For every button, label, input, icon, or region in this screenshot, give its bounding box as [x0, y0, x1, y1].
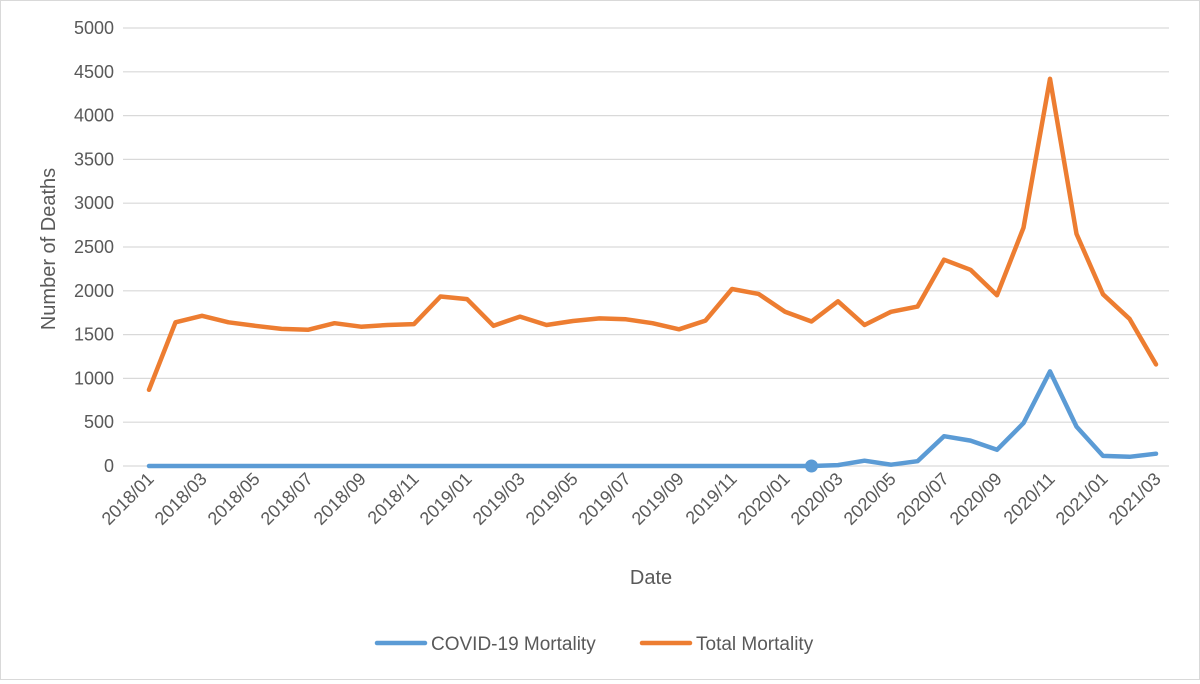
y-tick-label: 2000 [74, 281, 114, 301]
x-tick-label: 2020/05 [840, 469, 900, 529]
x-tick-label: 2019/09 [628, 469, 688, 529]
x-tick-label: 2020/07 [893, 469, 953, 529]
series-line-covid-19-mortality [146, 369, 1159, 469]
x-tick-label: 2020/01 [734, 469, 794, 529]
y-tick-label: 2500 [74, 237, 114, 257]
x-tick-label: 2020/09 [946, 469, 1006, 529]
legend-label-total: Total Mortality [696, 634, 814, 655]
y-tick-label: 1500 [74, 325, 114, 345]
gridlines [123, 27, 1169, 467]
x-axis-label: Date [630, 567, 672, 589]
y-tick-label: 3000 [74, 193, 114, 213]
y-tick-label: 4500 [74, 62, 114, 82]
x-tick-label: 2019/01 [416, 469, 476, 529]
y-tick-label: 500 [84, 412, 114, 432]
y-tick-label: 0 [104, 456, 114, 476]
legend-label-covid: COVID-19 Mortality [431, 634, 596, 655]
x-tick-label: 2018/05 [204, 469, 264, 529]
y-tick-label: 3500 [74, 149, 114, 169]
x-tick-label: 2019/11 [682, 469, 741, 528]
x-tick-label: 2019/03 [469, 469, 529, 529]
x-tick-label: 2021/01 [1052, 469, 1112, 529]
x-tick-label: 2018/09 [310, 469, 370, 529]
y-tick-label: 4000 [74, 106, 114, 126]
x-tick-label: 2020/03 [787, 469, 847, 529]
x-tick-label: 2018/11 [364, 469, 423, 528]
x-tick-label: 2018/01 [98, 469, 158, 529]
x-tick-label: 2019/05 [522, 469, 582, 529]
x-tick-label: 2018/07 [257, 469, 317, 529]
x-tick-label: 2018/03 [151, 469, 211, 529]
series-line-total-mortality [146, 76, 1159, 393]
legend: COVID-19 Mortality Total Mortality [374, 634, 814, 655]
y-axis-label: Number of Deaths [38, 168, 60, 330]
x-tick-label: 2020/11 [1000, 469, 1059, 528]
data-point-marker [805, 459, 818, 473]
y-axis-ticks: 0 500 1000 1500 2000 2500 3000 3500 4000 4500 5000 [74, 18, 114, 476]
x-tick-label: 2019/07 [575, 469, 635, 529]
y-tick-label: 1000 [74, 368, 114, 388]
x-tick-label: 2021/03 [1105, 469, 1165, 529]
y-tick-label: 5000 [74, 18, 114, 38]
x-axis-ticks: 2018/012018/032018/052018/072018/092018/… [98, 469, 1165, 529]
series-layer [146, 76, 1159, 473]
